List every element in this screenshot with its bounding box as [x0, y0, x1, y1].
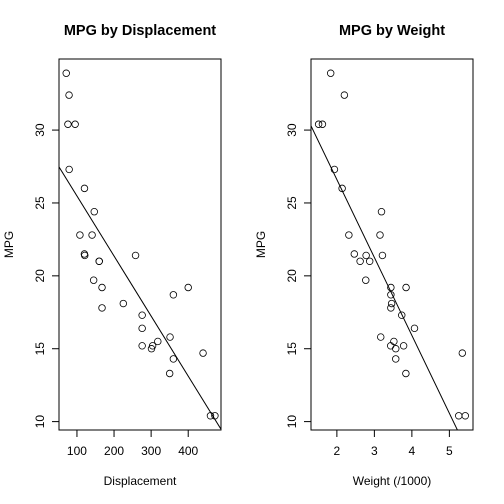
displacement-data-point	[65, 165, 73, 174]
weight-data-point	[392, 345, 400, 353]
displacement-x-tick-label: 100	[67, 444, 87, 458]
displacement-x-axis-label: Displacement	[104, 474, 177, 488]
weight-x-axis-label: Weight (/1000)	[353, 474, 432, 488]
displacement-chart-title: MPG by Displacement	[64, 23, 216, 39]
displacement-data-point	[90, 208, 98, 216]
weight-data-point	[387, 299, 396, 308]
weight-x-tick-label: 2	[334, 444, 341, 458]
weight-data-point	[362, 251, 370, 260]
weight-data-point	[402, 283, 410, 292]
weight-data-point	[392, 355, 400, 363]
displacement-y-tick-label: 20	[33, 269, 47, 283]
displacement-x-tick-label: 300	[141, 444, 161, 458]
weight-regression-line	[311, 125, 458, 430]
weight-data-point	[318, 120, 327, 128]
weight-x-tick-label: 4	[409, 444, 416, 458]
weight-data-point	[410, 324, 419, 333]
weight-data-point	[377, 208, 386, 216]
displacement-data-point	[138, 324, 146, 333]
weight-data-point	[338, 184, 346, 193]
weight-data-point	[345, 231, 353, 239]
displacement-data-point	[138, 342, 146, 350]
displacement-data-point	[88, 231, 96, 239]
weight-data-point	[461, 412, 469, 420]
displacement-data-point	[95, 257, 103, 265]
weight-data-point	[455, 412, 463, 420]
weight-y-axis-label: MPG	[254, 231, 268, 258]
displacement-data-point	[169, 355, 178, 363]
displacement-data-point	[76, 231, 84, 239]
displacement-data-point	[165, 369, 174, 378]
weight-data-point	[398, 311, 406, 319]
displacement-data-point	[98, 304, 106, 312]
weight-data-point	[387, 304, 395, 312]
displacement-y-tick-label: 15	[33, 342, 47, 356]
weight-y-tick-label: 20	[285, 269, 299, 283]
displacement-regression-line	[59, 166, 221, 430]
displacement-y-axis-label: MPG	[2, 231, 16, 258]
displacement-data-point	[169, 291, 178, 299]
weight-chart-title: MPG by Weight	[339, 23, 445, 39]
displacement-x-tick-label: 200	[104, 444, 124, 458]
displacement-data-point	[138, 311, 146, 319]
displacement-data-point	[98, 283, 106, 292]
displacement-chart: MPG by Displacement Displacement MPG 100 200…	[2, 23, 222, 488]
displacement-data-point	[166, 333, 174, 341]
displacement-data-point	[65, 91, 73, 99]
weight-plot-frame	[310, 58, 474, 431]
weight-data-point	[326, 69, 335, 77]
displacement-data-point	[71, 120, 79, 128]
weight-data-point	[350, 250, 359, 258]
weight-data-point	[378, 251, 387, 260]
weight-data-point	[390, 337, 398, 346]
displacement-data-point	[184, 283, 192, 292]
displacement-x-tick-label: 400	[178, 444, 198, 458]
displacement-y-tick-label: 25	[33, 196, 47, 210]
weight-data-point	[399, 342, 408, 350]
weight-data-point	[340, 91, 349, 99]
weight-data-point	[362, 276, 370, 284]
displacement-y-tick-label: 30	[33, 123, 47, 137]
weight-data-point	[402, 369, 410, 378]
weight-x-tick-label: 3	[371, 444, 378, 458]
displacement-data-point	[81, 251, 89, 260]
displacement-data-point	[119, 299, 128, 308]
displacement-data-point	[80, 184, 89, 193]
displacement-data-point	[131, 251, 140, 260]
displacement-plot-frame	[58, 58, 222, 431]
weight-y-tick-label: 25	[285, 196, 299, 210]
weight-x-tick-label: 5	[446, 444, 453, 458]
displacement-data-point	[89, 276, 98, 284]
weight-data-point	[365, 257, 374, 265]
displacement-data-point	[147, 345, 156, 353]
weight-chart: MPG by Weight Weight (/1000) MPG 2 3 4 5 10 15 20…	[254, 23, 474, 488]
displacement-data-point	[199, 349, 207, 357]
weight-data-point	[386, 342, 395, 350]
displacement-data-point	[154, 337, 162, 346]
weight-data-point	[356, 257, 364, 265]
displacement-data-point	[64, 120, 72, 128]
displacement-y-tick-label: 10	[33, 415, 47, 429]
weight-data-point	[376, 231, 384, 239]
weight-data-point	[314, 120, 323, 128]
displacement-data-point	[62, 69, 70, 77]
weight-data-point	[458, 349, 467, 357]
weight-y-tick-label: 15	[285, 342, 299, 356]
weight-y-tick-label: 10	[285, 415, 299, 429]
weight-y-tick-label: 30	[285, 123, 299, 137]
weight-data-point	[330, 165, 339, 174]
weight-data-point	[377, 333, 385, 341]
